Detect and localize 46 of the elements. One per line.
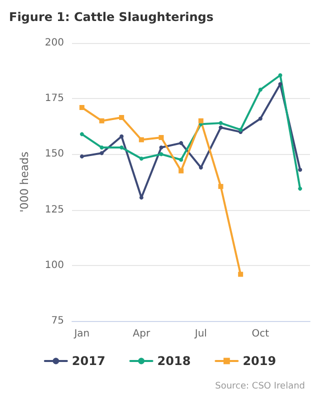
point xyxy=(158,135,164,140)
point xyxy=(99,118,104,124)
legend-label: 2018 xyxy=(157,354,191,368)
x-tick-label: Jan xyxy=(73,328,90,340)
point xyxy=(198,166,203,170)
point xyxy=(298,168,302,172)
point xyxy=(258,88,262,92)
x-tick-label: Oct xyxy=(252,328,270,340)
x-tick-label: Jul xyxy=(194,328,207,340)
point xyxy=(298,186,302,191)
point xyxy=(80,132,84,136)
point xyxy=(179,141,184,146)
point xyxy=(218,184,224,189)
point xyxy=(80,154,84,158)
y-tick-label: 200 xyxy=(44,38,64,48)
y-tick-label: 150 xyxy=(44,148,64,160)
point xyxy=(159,146,164,150)
point xyxy=(139,196,144,200)
chart-title: Figure 1: Cattle Slaughterings xyxy=(9,10,214,24)
y-tick-label: 100 xyxy=(44,260,64,271)
point xyxy=(218,121,223,126)
point xyxy=(159,152,164,156)
point xyxy=(119,115,124,120)
point xyxy=(79,104,84,110)
legend-label: 2019 xyxy=(242,354,276,368)
x-tick-label: Apr xyxy=(132,328,151,340)
legend-label: 2017 xyxy=(72,354,106,368)
point xyxy=(198,118,204,124)
point xyxy=(120,134,124,138)
point xyxy=(218,126,223,130)
source-note: Source: CSO Ireland xyxy=(215,382,305,392)
point xyxy=(178,168,184,174)
point xyxy=(278,82,282,86)
point xyxy=(138,137,144,142)
y-tick-label: 125 xyxy=(44,204,64,216)
point xyxy=(179,158,184,162)
y-tick-label: 75 xyxy=(51,316,64,326)
point xyxy=(100,151,104,156)
point xyxy=(120,146,124,150)
point xyxy=(238,272,244,277)
point xyxy=(139,156,144,161)
y-axis-title: '000 heads xyxy=(18,151,31,212)
y-tick-label: 175 xyxy=(44,93,64,104)
point xyxy=(100,146,104,150)
point xyxy=(258,116,262,121)
point xyxy=(278,73,282,78)
